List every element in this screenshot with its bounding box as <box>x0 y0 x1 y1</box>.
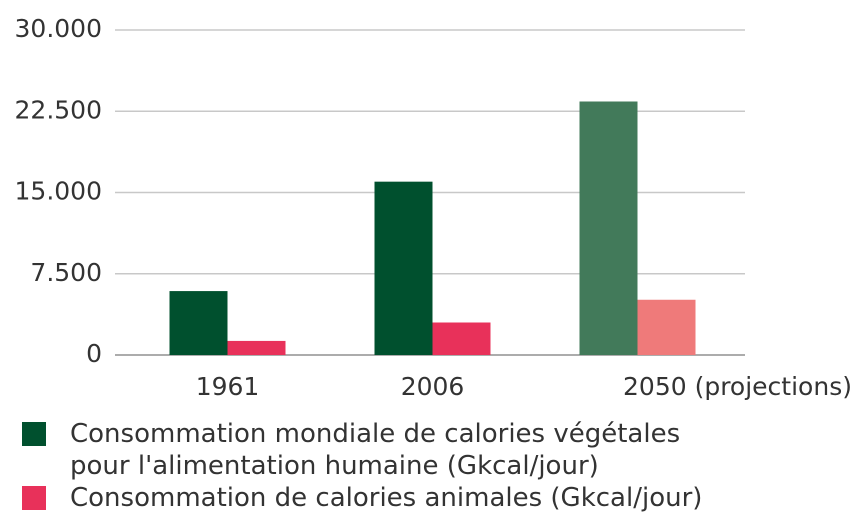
bar <box>169 291 228 355</box>
legend-label: Consommation de calories animales (Gkcal… <box>70 483 703 513</box>
legend-item: Consommation mondiale de calories végéta… <box>20 418 840 482</box>
y-tick-label: 22.500 <box>15 95 102 124</box>
y-tick-label: 0 <box>86 339 102 368</box>
y-tick-label: 15.000 <box>15 177 102 206</box>
y-tick-label: 30.000 <box>15 14 102 43</box>
x-tick-label: 2006 <box>401 372 465 401</box>
bar <box>374 181 433 355</box>
bar <box>227 340 286 355</box>
bar <box>579 101 638 355</box>
legend-label: Consommation mondiale de calories végéta… <box>70 419 681 481</box>
bar <box>637 299 696 355</box>
bar <box>432 322 491 355</box>
x-tick-label: 1961 <box>196 372 260 401</box>
y-tick-label: 7.500 <box>30 258 102 287</box>
legend-swatch <box>22 486 46 510</box>
legend-item: Consommation de calories animales (Gkcal… <box>20 482 840 514</box>
chart: 0 7.500 15.000 22.500 30.000 1961 2006 2050 (pr… <box>15 14 852 401</box>
x-tick-label: 2050 (projections) <box>623 372 852 401</box>
legend: Consommation mondiale de calories végéta… <box>20 418 840 514</box>
legend-swatch <box>22 422 46 446</box>
